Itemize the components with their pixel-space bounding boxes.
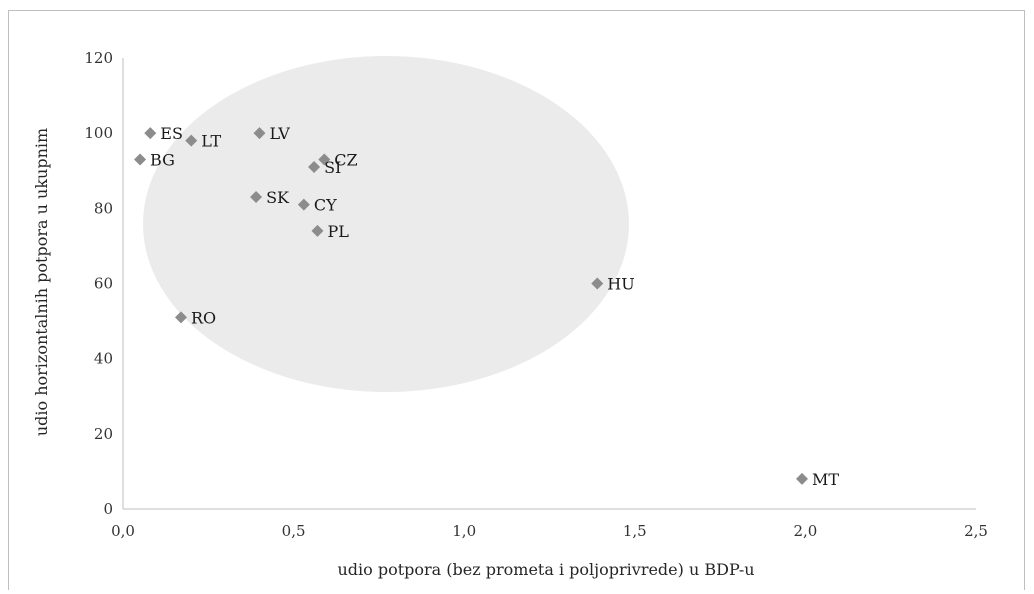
highlight-ellipse [143, 56, 629, 392]
point-label-cz: CZ [334, 150, 357, 169]
point-label-lv: LV [269, 124, 290, 143]
data-point-lt [185, 134, 198, 147]
x-tick-label: 1,5 [623, 522, 647, 540]
point-label-hu: HU [607, 275, 634, 294]
y-axis-title: udio horizontalnih potpora u ukupnim [32, 128, 51, 436]
point-label-cy: CY [314, 196, 337, 215]
data-point-es [144, 127, 157, 140]
x-tick-label: 1,0 [452, 522, 476, 540]
x-tick-labels: 0,0 0,5 1,0 1,5 2,0 2,5 [111, 522, 988, 540]
y-tick-label: 100 [84, 124, 113, 142]
y-tick-label: 120 [84, 49, 113, 67]
data-point-cy [297, 198, 310, 211]
y-tick-label: 80 [94, 199, 113, 217]
x-axis-title: udio potpora (bez prometa i poljoprivred… [337, 560, 754, 579]
data-point-lv [253, 127, 266, 140]
point-label-sk: SK [266, 188, 290, 207]
x-tick-label: 0,5 [282, 522, 306, 540]
point-label-mt: MT [812, 470, 839, 489]
y-tick-label: 40 [94, 350, 113, 368]
data-point-ro [175, 311, 188, 324]
data-point-cz [318, 153, 331, 166]
point-label-ro: RO [191, 308, 216, 327]
point-label-bg: BG [150, 150, 175, 169]
x-tick-label: 2,0 [793, 522, 817, 540]
y-tick-label: 20 [94, 425, 113, 443]
x-tick-label: 0,0 [111, 522, 135, 540]
point-label-pl: PL [327, 222, 349, 241]
point-label-lt: LT [201, 132, 221, 151]
y-tick-labels: 0 20 40 60 80 100 120 [84, 49, 113, 518]
data-point-si [308, 160, 321, 173]
chart-frame [8, 10, 1025, 590]
y-tick-label: 0 [103, 500, 113, 518]
data-point-hu [591, 277, 604, 290]
data-point-mt [795, 472, 808, 485]
point-label-es: ES [160, 124, 183, 143]
y-tick-label: 60 [94, 275, 113, 293]
data-point-sk [250, 191, 263, 204]
data-point-bg [134, 153, 147, 166]
point-label-si: SI [324, 158, 341, 177]
data-point-pl [311, 224, 324, 237]
x-tick-label: 2,5 [964, 522, 988, 540]
